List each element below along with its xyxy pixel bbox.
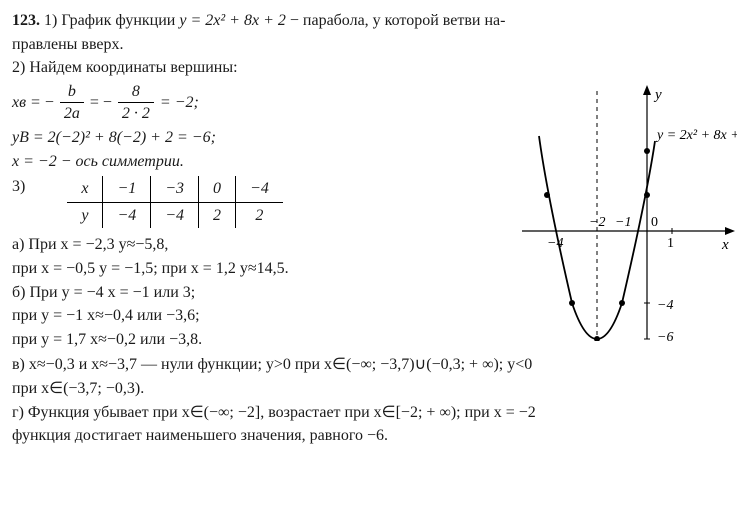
part3-label: 3) xyxy=(12,176,25,198)
parabola-graph: −4 −2 −1 0 1 −4 −6 y x y = 2x² + 8x + 2 xyxy=(517,81,737,341)
y-axis-label: y xyxy=(653,87,662,103)
problem-number: 123. xyxy=(12,12,40,29)
tick-m2: −2 xyxy=(589,215,605,230)
plot-point xyxy=(644,148,650,154)
line-a2: б) При y = −4 x = −1 или 3; xyxy=(12,282,517,304)
text-1b: − парабола, у которой ветви на- xyxy=(290,12,506,29)
vertex-x-eq: xв = − b 2a = − 8 2 · 2 = −2; xyxy=(12,81,517,125)
plot-point xyxy=(644,192,650,198)
x-axis-label: x xyxy=(721,237,729,253)
plot-point xyxy=(544,192,550,198)
xv-res: = −2; xyxy=(160,92,199,114)
line-1: 123. 1) График функции y = 2x² + 8x + 2 … xyxy=(12,10,737,32)
th-y: y xyxy=(67,202,103,228)
tick-y-m6: −6 xyxy=(657,330,673,341)
line-a4: при y = 1,7 x≈−0,2 или −3,8. xyxy=(12,329,517,351)
line-b2: г) Функция убывает при x∈(−∞; −2], возра… xyxy=(12,402,737,424)
line-1c: правлены вверх. xyxy=(12,34,737,56)
tick-m4: −4 xyxy=(547,236,563,251)
plot-point xyxy=(619,300,625,306)
plot-point xyxy=(569,300,575,306)
line-a1: при x = −0,5 y = −1,5; при x = 1,2 y≈14,… xyxy=(12,258,517,280)
line-b3: функция достигает наименьшего значения, … xyxy=(12,425,737,447)
x-axis-arrow xyxy=(725,227,735,235)
axis-sym: x = −2 − ось симметрии. xyxy=(12,151,517,173)
xv-lhs: xв = xyxy=(12,92,41,114)
table-row: y −4 −4 2 2 xyxy=(67,202,283,228)
line-a3: при y = −1 x≈−0,4 или −3,6; xyxy=(12,305,517,327)
frac-2: 8 2 · 2 xyxy=(118,81,154,125)
tick-y-m4: −4 xyxy=(657,298,673,313)
tick-0: 0 xyxy=(651,215,658,230)
y-axis-arrow xyxy=(643,85,651,95)
frac-1: b 2a xyxy=(60,81,84,125)
tick-1: 1 xyxy=(667,236,674,251)
eq-1: y = 2x² + 8x + 2 xyxy=(179,12,286,29)
table-row: x −1 −3 0 −4 xyxy=(67,176,283,202)
line-b0: в) x≈−0,3 и x≈−3,7 — нули функции; y>0 п… xyxy=(12,354,737,376)
graph-eq-label: y = 2x² + 8x + 2 xyxy=(655,128,737,143)
line-2: 2) Найдем координаты вершины: xyxy=(12,57,737,79)
th-x: x xyxy=(67,176,103,202)
line-b1: при x∈(−3,7; −0,3). xyxy=(12,378,737,400)
line-a0: а) При x = −2,3 y≈−5,8, xyxy=(12,234,517,256)
value-table: x −1 −3 0 −4 y −4 −4 2 2 xyxy=(67,176,283,228)
tick-m1: −1 xyxy=(615,215,631,230)
plot-point xyxy=(594,336,600,341)
text-1a: 1) График функции xyxy=(44,12,179,29)
vertex-y-eq: yB = 2(−2)² + 8(−2) + 2 = −6; xyxy=(12,127,517,149)
